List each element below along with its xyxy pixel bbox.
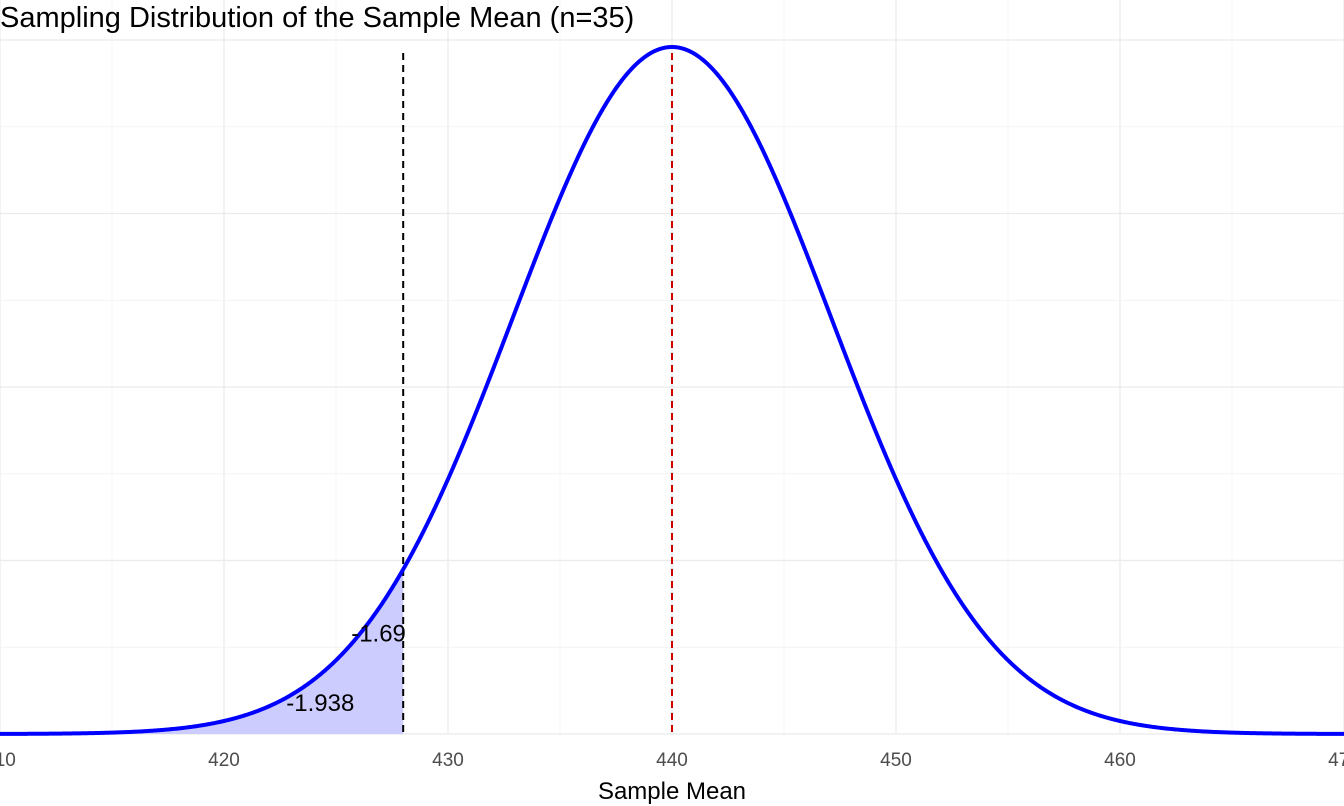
reference-lines <box>402 53 673 734</box>
x-tick-label: 470 <box>1328 750 1344 771</box>
x-tick-label: 450 <box>880 750 912 771</box>
shaded-tail-area <box>0 569 404 734</box>
x-tick-label: 410 <box>0 750 16 771</box>
density-curve <box>0 45 1344 736</box>
annotations: -1.69 -1.938 <box>286 621 406 717</box>
chart-title: Sampling Distribution of the Sample Mean… <box>0 2 634 34</box>
annotation-label: -1.69 <box>351 621 406 648</box>
x-axis-label: Sample Mean <box>598 778 746 805</box>
x-tick-label: 420 <box>208 750 240 771</box>
x-tick-label: 440 <box>656 750 688 771</box>
annotation-label: -1.938 <box>286 690 354 717</box>
x-tick-label: 460 <box>1104 750 1136 771</box>
x-tick-label: 430 <box>432 750 464 771</box>
x-axis-tick-labels: 410 420 430 440 450 460 470 <box>0 750 1344 771</box>
